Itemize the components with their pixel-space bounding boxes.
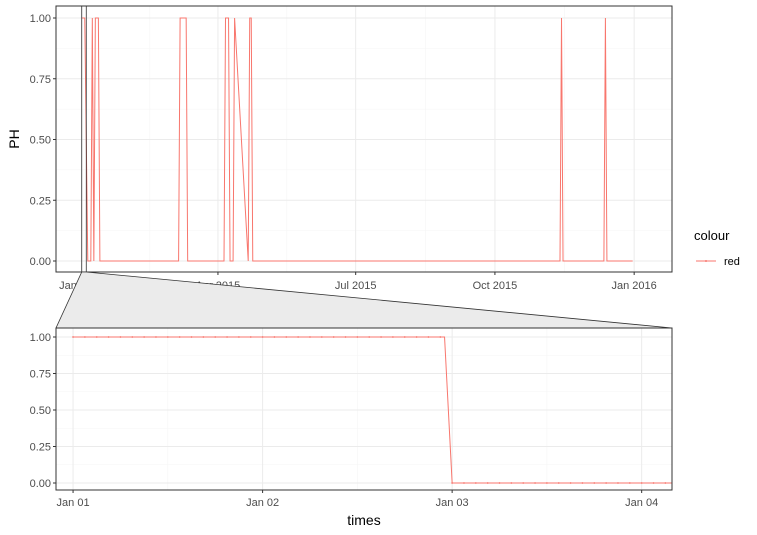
zoom-series-point bbox=[261, 336, 264, 338]
overview-y-tick-label: 0.00 bbox=[30, 256, 51, 268]
zoom-series-point bbox=[628, 482, 631, 484]
zoom-series-point bbox=[238, 336, 240, 338]
overview-y-tick-label: 0.25 bbox=[30, 195, 51, 207]
zoom-series-point bbox=[451, 482, 454, 484]
zoom-series-point bbox=[285, 336, 288, 338]
zoom-x-tick-label: Jan 04 bbox=[625, 497, 658, 509]
zoom-series-point bbox=[273, 336, 276, 338]
zoom-series bbox=[72, 336, 672, 484]
zoom-series-point bbox=[557, 482, 560, 484]
overview-x-tick-label: Jul 2015 bbox=[335, 280, 377, 292]
zoom-series-point bbox=[119, 336, 122, 338]
zoom-series-point bbox=[107, 336, 110, 338]
zoom-series-point bbox=[332, 336, 335, 338]
zoom-series-point bbox=[320, 336, 323, 338]
zoom-series-point bbox=[84, 336, 86, 338]
zoom-series-point bbox=[463, 482, 465, 484]
zoom-series-point bbox=[178, 336, 181, 338]
zoom-series-point bbox=[510, 482, 513, 484]
zoom-series-point bbox=[131, 336, 134, 338]
zoom-series-point bbox=[486, 482, 489, 484]
zoom-series-point bbox=[534, 482, 536, 484]
zoom-series-point bbox=[605, 482, 608, 484]
zoom-y-tick-label: 1.00 bbox=[30, 332, 51, 344]
zoom-x-axis-title: times bbox=[347, 512, 380, 528]
zoom-series-point bbox=[309, 336, 311, 338]
overview-y-tick-label: 0.75 bbox=[30, 74, 51, 86]
zoom-series-point bbox=[617, 482, 619, 484]
overview-series-line bbox=[81, 17, 633, 262]
zoom-series-point bbox=[474, 482, 477, 484]
overview-y-tick-label: 1.00 bbox=[30, 13, 51, 25]
legend-key-point bbox=[705, 260, 707, 262]
zoom-series-point bbox=[72, 336, 74, 338]
zoom-series-point bbox=[593, 482, 596, 484]
zoom-series-point bbox=[190, 336, 193, 338]
zoom-series-point bbox=[439, 336, 442, 338]
legend: colour red bbox=[694, 228, 740, 268]
zoom-y-tick-label: 0.25 bbox=[30, 442, 51, 454]
overview-panel: 0.000.250.500.751.00 Jan 2015Apr 2015Jul… bbox=[6, 5, 673, 292]
zoom-series-point bbox=[249, 336, 252, 338]
legend-label: red bbox=[724, 256, 740, 268]
zoom-y-tick-label: 0.75 bbox=[30, 369, 51, 381]
zoom-x-axis: Jan 01 Jan 02 Jan 03 Jan 04 bbox=[57, 490, 658, 509]
zoom-series-point bbox=[415, 336, 418, 338]
zoom-series-point bbox=[95, 336, 98, 338]
zoom-series-point bbox=[143, 336, 146, 338]
zoom-series-point bbox=[166, 336, 169, 338]
zoom-series-point bbox=[498, 482, 501, 484]
zoom-series-point bbox=[522, 482, 525, 484]
zoom-y-tick-label: 0.50 bbox=[30, 405, 51, 417]
zoom-x-tick-label: Jan 01 bbox=[57, 497, 90, 509]
zoom-x-tick-label: Jan 03 bbox=[436, 497, 469, 509]
overview-series bbox=[81, 17, 633, 262]
zoom-series-point bbox=[344, 336, 347, 338]
zoom-panel-background bbox=[56, 328, 672, 490]
zoom-series-point bbox=[581, 482, 584, 484]
zoom-grid bbox=[56, 328, 672, 490]
zoom-x-tick-label: Jan 02 bbox=[246, 497, 279, 509]
zoom-series-point bbox=[214, 336, 217, 338]
overview-y-tick-label: 0.50 bbox=[30, 135, 51, 147]
zoom-series-point bbox=[297, 336, 300, 338]
zoom-series-point bbox=[226, 336, 228, 338]
zoom-series-line bbox=[73, 336, 672, 484]
overview-y-axis: 0.00 0.25 0.50 0.75 1.00 bbox=[30, 13, 56, 268]
zoom-panel: 0.000.250.500.751.00 Jan 01 Jan 02 Jan 03 J… bbox=[30, 327, 673, 528]
zoom-series-point bbox=[427, 336, 430, 338]
zoom-y-tick-label: 0.00 bbox=[30, 478, 51, 490]
zoom-y-axis: 0.00 0.25 0.50 0.75 1.00 bbox=[30, 332, 56, 490]
zoom-series-point bbox=[380, 336, 382, 338]
zoom-series-point bbox=[652, 482, 655, 484]
zoom-series-point bbox=[392, 336, 394, 338]
zoom-series-point bbox=[664, 482, 667, 484]
zoom-series-point bbox=[546, 482, 548, 484]
overview-y-axis-title: PH bbox=[6, 129, 22, 148]
zoom-series-point bbox=[640, 482, 643, 484]
zoom-series-point bbox=[155, 336, 157, 338]
zoom-series-point bbox=[569, 482, 572, 484]
zoom-series-point bbox=[403, 336, 406, 338]
zoom-panel-border bbox=[55, 327, 673, 491]
zoom-series-point bbox=[356, 336, 359, 338]
zoom-series-point bbox=[368, 336, 371, 338]
legend-title: colour bbox=[694, 228, 730, 243]
overview-x-tick-label: Oct 2015 bbox=[473, 280, 518, 292]
overview-x-tick-label: Jan 2016 bbox=[612, 280, 657, 292]
zoom-series-point bbox=[202, 336, 205, 338]
